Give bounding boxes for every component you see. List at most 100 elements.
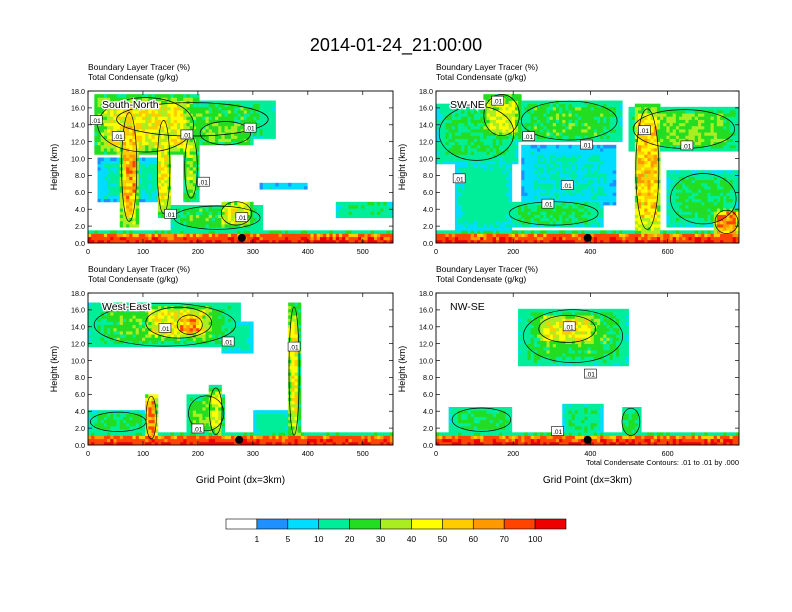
field-cell: [514, 110, 519, 114]
field-cell: [373, 201, 378, 206]
field-cell: [110, 106, 114, 111]
field-cell: [647, 186, 652, 190]
field-cell: [653, 148, 658, 152]
field-cell: [237, 220, 241, 225]
field-cell: [338, 233, 343, 238]
field-cell: [653, 132, 658, 136]
field-cell: [546, 173, 551, 177]
field-cell: [596, 116, 601, 120]
field-cell: [126, 214, 130, 219]
field-cell: [546, 170, 551, 174]
field-cell: [631, 135, 636, 139]
field-cell: [151, 148, 156, 152]
field-cell: [514, 125, 519, 130]
field-cell: [584, 135, 588, 139]
field-cell: [265, 182, 270, 187]
field-cell: [571, 205, 576, 209]
field-cell: [100, 157, 105, 162]
field-cell: [180, 239, 184, 243]
field-cell: [549, 132, 554, 136]
field-cell: [173, 148, 178, 152]
field-cell: [132, 100, 137, 105]
field-cell: [458, 148, 462, 152]
field-cell: [492, 151, 497, 155]
field-cell: [161, 239, 165, 243]
field-cell: [530, 239, 535, 243]
field-cell: [603, 186, 607, 190]
field-cell: [492, 116, 497, 120]
field-cell: [593, 214, 598, 219]
field-cell: [256, 211, 260, 215]
field-cell: [113, 230, 117, 234]
field-cell: [562, 160, 566, 165]
field-cell: [250, 236, 254, 241]
field-cell: [448, 103, 453, 108]
field-cell: [288, 233, 292, 238]
field-cell: [186, 195, 191, 200]
field-cell: [202, 116, 206, 120]
field-cell: [132, 224, 137, 228]
field-cell: [237, 205, 241, 209]
field-cell: [230, 135, 235, 139]
field-cell: [483, 233, 487, 238]
field-cell: [215, 103, 219, 108]
field-cell: [138, 173, 143, 177]
field-cell: [470, 135, 475, 139]
field-cell: [581, 129, 585, 133]
field-cell: [135, 236, 140, 241]
field-cell: [650, 179, 655, 184]
field-cell: [256, 103, 260, 108]
field-cell: [540, 113, 544, 117]
field-cell: [221, 211, 226, 215]
field-cell: [634, 220, 639, 225]
field-cell: [227, 129, 232, 133]
field-cell: [473, 186, 478, 190]
field-cell: [568, 163, 573, 168]
field-cell: [205, 217, 210, 222]
field-cell: [259, 125, 264, 130]
field-cell: [230, 132, 235, 136]
field-cell: [477, 125, 481, 130]
field-cell: [508, 144, 513, 149]
field-cell: [574, 119, 579, 124]
field-cell: [644, 154, 648, 158]
field-cell: [170, 148, 175, 152]
field-cell: [454, 163, 459, 168]
field-cell: [562, 176, 566, 181]
field-cell: [110, 195, 114, 200]
field-cell: [477, 129, 481, 133]
field-cell: [458, 214, 462, 219]
field-cell: [94, 110, 98, 114]
field-cell: [467, 214, 472, 219]
field-cell: [587, 160, 592, 165]
field-cell: [644, 220, 648, 225]
field-cell: [211, 233, 216, 238]
field-cell: [615, 125, 620, 130]
field-cell: [631, 122, 636, 127]
field-cell: [445, 106, 450, 111]
field-cell: [142, 233, 146, 238]
field-cell: [486, 195, 491, 200]
field-cell: [600, 119, 604, 124]
field-cell: [549, 224, 554, 228]
field-cell: [584, 182, 588, 187]
field-cell: [461, 116, 465, 120]
field-cell: [461, 220, 465, 225]
field-cell: [600, 125, 604, 130]
field-cell: [183, 182, 187, 187]
field-cell: [380, 211, 384, 215]
field-cell: [202, 239, 206, 243]
field-cell: [170, 224, 175, 228]
field-cell: [224, 208, 229, 212]
field-cell: [638, 119, 642, 124]
field-cell: [161, 182, 165, 187]
field-cell: [157, 239, 162, 243]
field-cell: [596, 100, 601, 105]
field-cell: [211, 116, 216, 120]
field-cell: [215, 224, 219, 228]
field-cell: [537, 179, 541, 184]
field-cell: [587, 100, 592, 105]
field-cell: [634, 205, 639, 209]
field-cell: [164, 179, 168, 184]
field-cell: [578, 106, 582, 111]
